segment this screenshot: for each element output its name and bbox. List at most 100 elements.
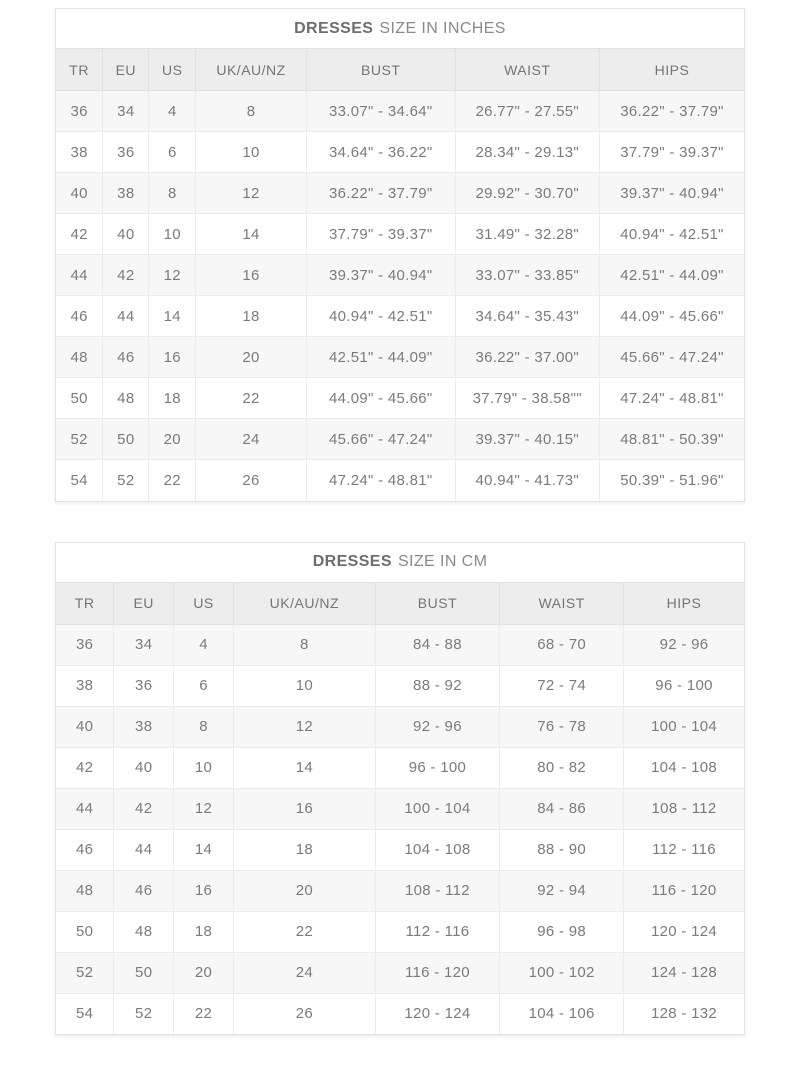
table-cell: 46	[56, 295, 104, 337]
table-cell: 104 - 106	[499, 992, 625, 1034]
table-cell: 24	[232, 951, 376, 994]
table-cell: 36.22" - 37.00"	[454, 336, 600, 378]
table-cell: 52	[102, 459, 150, 501]
table-cell: 42	[56, 213, 104, 255]
table-cell: 36	[56, 623, 115, 666]
table-cell: 112 - 116	[374, 910, 501, 953]
table-row: 42 40 10 14 37.79" - 39.37" 31.49" - 32.28" 40…	[56, 213, 744, 255]
table-cell: 34	[102, 90, 150, 132]
table-title-unit: SIZE IN CM	[397, 553, 488, 570]
table-cell: 96 - 100	[623, 664, 744, 707]
table-cell: 36.22" - 37.79"	[305, 172, 456, 214]
table-cell: 42.51" - 44.09"	[305, 336, 456, 378]
table-cell: 22	[148, 459, 197, 501]
table-cell: 50	[113, 951, 175, 994]
column-header-eu: EU	[102, 48, 150, 91]
table-cell: 10	[148, 213, 197, 255]
column-header-waist: WAIST	[454, 48, 600, 91]
table-row: 38 36 6 10 88 - 92 72 - 74 96 - 100	[56, 664, 744, 707]
table-cell: 68 - 70	[499, 623, 625, 666]
table-cell: 40	[56, 705, 115, 748]
table-cell: 26	[195, 459, 307, 501]
table-cell: 37.79" - 39.37"	[305, 213, 456, 255]
table-cell: 16	[232, 787, 376, 830]
table-cell: 20	[148, 418, 197, 460]
table-cell: 92 - 94	[499, 869, 625, 912]
table-cell: 52	[56, 418, 104, 460]
column-header-bust: BUST	[305, 48, 456, 91]
table-cell: 120 - 124	[623, 910, 744, 953]
table-cell: 18	[195, 295, 307, 337]
table-cell: 104 - 108	[623, 746, 744, 789]
table-cell: 18	[148, 377, 197, 419]
column-header-eu: EU	[113, 581, 175, 625]
table-cell: 116 - 120	[623, 869, 744, 912]
table-cell: 50	[56, 377, 104, 419]
table-cell: 38	[102, 172, 150, 214]
table-cell: 14	[232, 746, 376, 789]
table-row: 40 38 8 12 92 - 96 76 - 78 100 - 104	[56, 705, 744, 748]
table-row: 36 34 4 8 33.07" - 34.64" 26.77" - 27.55" 36.2…	[56, 90, 744, 132]
table-cell: 22	[173, 992, 234, 1034]
table-cell: 84 - 88	[374, 623, 501, 666]
table-cell: 12	[232, 705, 376, 748]
table-cell: 4	[173, 623, 234, 666]
table-cell: 31.49" - 32.28"	[454, 213, 600, 255]
table-cell: 8	[232, 623, 376, 666]
table-cell: 76 - 78	[499, 705, 625, 748]
column-header-hips: HIPS	[598, 48, 744, 91]
table-cell: 36.22" - 37.79"	[598, 90, 744, 132]
table-cell: 100 - 104	[623, 705, 744, 748]
table-cell: 84 - 86	[499, 787, 625, 830]
table-cell: 100 - 104	[374, 787, 501, 830]
column-header-waist: WAIST	[499, 581, 625, 625]
table-cell: 20	[195, 336, 307, 378]
table-cell: 120 - 124	[374, 992, 501, 1034]
table-cell: 37.79" - 39.37"	[598, 131, 744, 173]
table-cell: 34	[113, 623, 175, 666]
table-cell: 40.94" - 42.51"	[598, 213, 744, 255]
table-cell: 8	[148, 172, 197, 214]
table-cell: 14	[195, 213, 307, 255]
table-cell: 10	[232, 664, 376, 707]
table-cell: 18	[173, 910, 234, 953]
table-cell: 92 - 96	[623, 623, 744, 666]
table-row: 40 38 8 12 36.22" - 37.79" 29.92" - 30.70" 39.…	[56, 172, 744, 214]
column-header-hips: HIPS	[623, 581, 744, 625]
table-cell: 36	[113, 664, 175, 707]
table-cell: 48	[113, 910, 175, 953]
table-cell: 50	[56, 910, 115, 953]
table-row: 48 46 16 20 108 - 112 92 - 94 116 - 120	[56, 869, 744, 912]
table-cell: 104 - 108	[374, 828, 501, 871]
table-row: 42 40 10 14 96 - 100 80 - 82 104 - 108	[56, 746, 744, 789]
table-cell: 36	[102, 131, 150, 173]
table-cell: 36	[56, 90, 104, 132]
table-cell: 40	[56, 172, 104, 214]
table-cell: 92 - 96	[374, 705, 501, 748]
table-cell: 72 - 74	[499, 664, 625, 707]
table-cell: 16	[148, 336, 197, 378]
table-cell: 38	[56, 131, 104, 173]
table-row: 48 46 16 20 42.51" - 44.09" 36.22" - 37.00" 45…	[56, 336, 744, 378]
table-cell: 12	[173, 787, 234, 830]
table-cell: 45.66" - 47.24"	[305, 418, 456, 460]
table-cell: 46	[113, 869, 175, 912]
table-row: 36 34 4 8 84 - 88 68 - 70 92 - 96	[56, 623, 744, 666]
table-cell: 52	[56, 951, 115, 994]
table-cell: 40.94" - 42.51"	[305, 295, 456, 337]
table-cell: 42	[102, 254, 150, 296]
table-cell: 14	[148, 295, 197, 337]
table-cell: 39.37" - 40.15"	[454, 418, 600, 460]
table-title-product: DRESSES	[312, 553, 392, 570]
table-cell: 48.81" - 50.39"	[598, 418, 744, 460]
column-header-uk-au-nz: UK/AU/NZ	[232, 581, 376, 625]
table-cell: 39.37" - 40.94"	[598, 172, 744, 214]
table-cell: 8	[195, 90, 307, 132]
table-cell: 33.07" - 34.64"	[305, 90, 456, 132]
column-header-uk-au-nz: UK/AU/NZ	[195, 48, 307, 91]
table-cell: 16	[173, 869, 234, 912]
table-row: 52 50 20 24 45.66" - 47.24" 39.37" - 40.15" 48…	[56, 418, 744, 460]
table-cell: 6	[173, 664, 234, 707]
table-row: 54 52 22 26 120 - 124 104 - 106 128 - 132	[56, 992, 744, 1034]
table-cell: 47.24" - 48.81"	[598, 377, 744, 419]
